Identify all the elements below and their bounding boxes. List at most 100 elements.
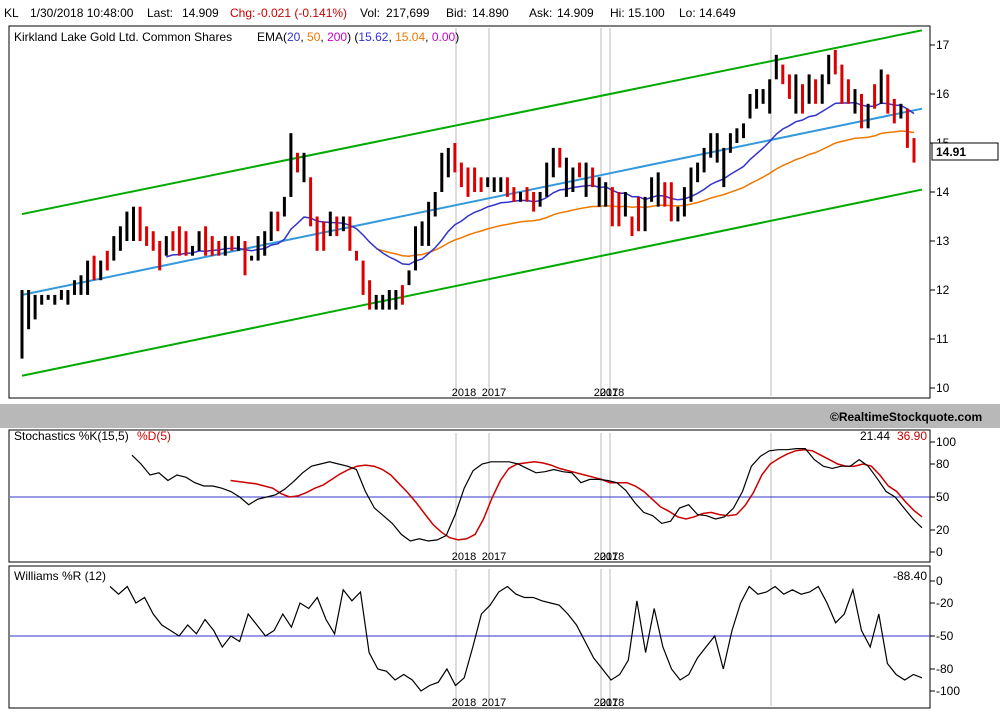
will-ytick-label--50: -50 bbox=[936, 629, 954, 643]
stoch-value-k: 21.44 bbox=[860, 429, 890, 443]
ema-suffix: ) bbox=[455, 30, 459, 44]
price-bar-122 bbox=[820, 74, 824, 104]
will-ytick-label-0: 0 bbox=[936, 574, 943, 588]
panel-separator bbox=[0, 404, 1000, 428]
price-bar-19 bbox=[145, 226, 149, 246]
price-bars bbox=[20, 49, 916, 359]
price-bar-9 bbox=[79, 275, 83, 295]
williams-panel-frame bbox=[8, 565, 931, 709]
price-bar-132 bbox=[886, 74, 890, 114]
price-bar-111 bbox=[748, 94, 752, 119]
price-bar-74 bbox=[505, 177, 509, 197]
price-bar-31 bbox=[223, 236, 227, 256]
stoch-title-d: %D(5) bbox=[137, 429, 171, 443]
price-bar-11 bbox=[92, 255, 96, 281]
price-bar-0 bbox=[20, 290, 24, 359]
price-bar-93 bbox=[630, 216, 634, 237]
price-bar-127 bbox=[853, 89, 857, 114]
price-bar-38 bbox=[269, 211, 273, 241]
price-bar-91 bbox=[617, 192, 621, 227]
price-bar-49 bbox=[341, 216, 345, 232]
price-bar-134 bbox=[899, 103, 903, 119]
price-bar-51 bbox=[355, 250, 358, 261]
price-bar-135 bbox=[905, 108, 909, 148]
price-bar-104 bbox=[702, 147, 706, 173]
price-bar-79 bbox=[538, 192, 542, 207]
williams-grid bbox=[10, 569, 930, 706]
price-bar-33 bbox=[236, 236, 240, 251]
price-bar-82 bbox=[558, 147, 562, 168]
price-bar-86 bbox=[584, 162, 588, 197]
header-last: 14.909 bbox=[182, 6, 219, 20]
will-ytick-label--100: -100 bbox=[936, 684, 960, 698]
price-bar-88 bbox=[597, 177, 601, 207]
price-bar-90 bbox=[610, 187, 614, 227]
price-bar-30 bbox=[217, 241, 221, 256]
stoch-title-k: Stochastics %K(15,5) bbox=[14, 429, 129, 443]
price-bar-131 bbox=[879, 69, 883, 104]
ema-v3: 0.00 bbox=[432, 30, 456, 44]
price-bar-41 bbox=[289, 133, 293, 197]
price-bar-52 bbox=[361, 260, 365, 295]
price-bar-120 bbox=[807, 74, 811, 104]
ema-p1: 20 bbox=[287, 30, 301, 44]
price-ytick-label-13: 13 bbox=[936, 234, 950, 248]
channel-lower-line bbox=[21, 188, 923, 377]
header-bid-label: Bid: bbox=[446, 6, 467, 20]
will-xlabel-2: 2017 bbox=[594, 697, 618, 709]
price-bar-21 bbox=[158, 241, 162, 271]
price-bar-99 bbox=[669, 182, 673, 222]
header-chg: -0.021 (-0.141%) bbox=[257, 6, 347, 20]
ema-v1: 15.62 bbox=[358, 30, 388, 44]
price-bar-103 bbox=[696, 162, 700, 183]
price-bar-101 bbox=[682, 187, 686, 217]
price-bar-12 bbox=[99, 260, 103, 281]
price-bar-14 bbox=[112, 236, 116, 261]
channel-upper-line bbox=[21, 29, 923, 216]
header-ask-label: Ask: bbox=[529, 6, 552, 20]
price-bar-37 bbox=[263, 231, 267, 256]
header-lo: 14.649 bbox=[699, 6, 736, 20]
williams-line bbox=[109, 585, 923, 692]
stoch-xlabel-2: 2017 bbox=[594, 551, 618, 563]
price-ytick-label-11: 11 bbox=[936, 332, 949, 346]
price-bar-34 bbox=[243, 241, 247, 276]
price-bar-108 bbox=[728, 133, 732, 153]
williams-value: -88.40 bbox=[893, 569, 927, 583]
price-bar-59 bbox=[407, 270, 411, 286]
price-xlabel-1: 2017 bbox=[482, 387, 506, 399]
price-bar-4 bbox=[46, 294, 50, 300]
header-vol: 217,699 bbox=[386, 6, 430, 20]
price-bar-124 bbox=[833, 49, 837, 75]
credit-text: ©RealtimeStockquote.com bbox=[830, 410, 982, 424]
header-hi: 15.100 bbox=[628, 6, 665, 20]
price-bar-117 bbox=[787, 74, 791, 99]
price-xlabel-2: 2017 bbox=[594, 387, 618, 399]
ema-v2: 15.04 bbox=[395, 30, 425, 44]
price-bar-130 bbox=[873, 84, 877, 109]
price-bar-100 bbox=[676, 206, 680, 222]
price-bar-123 bbox=[827, 54, 831, 85]
price-bar-89 bbox=[604, 182, 608, 207]
header-symbol: KL bbox=[4, 6, 19, 20]
will-ytick-label--80: -80 bbox=[936, 662, 954, 676]
price-bar-121 bbox=[814, 79, 818, 104]
header-datetime: 1/30/2018 10:48:00 bbox=[30, 6, 134, 20]
price-bar-54 bbox=[374, 294, 378, 310]
price-bar-3 bbox=[40, 294, 44, 305]
price-bar-29 bbox=[210, 236, 214, 256]
price-axis: 1011121314151617 bbox=[930, 38, 950, 395]
price-bar-62 bbox=[427, 201, 431, 246]
price-ytick-label-10: 10 bbox=[936, 381, 950, 395]
price-panel-title: Kirkland Lake Gold Ltd. Common Shares bbox=[14, 30, 232, 44]
ema-prefix: EMA( bbox=[257, 30, 287, 44]
last-price-tag: 14.91 bbox=[936, 145, 966, 159]
price-bar-2 bbox=[33, 294, 37, 320]
price-bar-50 bbox=[348, 216, 352, 251]
price-bar-110 bbox=[742, 123, 745, 139]
price-bar-23 bbox=[171, 231, 175, 251]
header-hi-label: Hi: bbox=[610, 6, 625, 20]
price-bar-10 bbox=[86, 260, 90, 295]
